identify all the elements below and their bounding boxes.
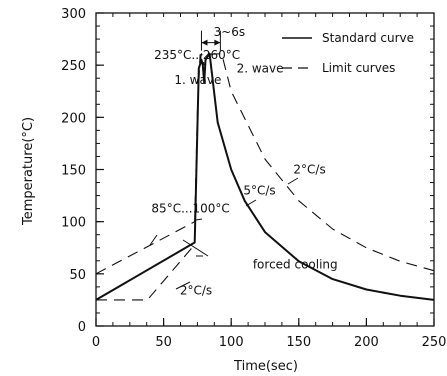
annotation-label: 85°C...100°C <box>151 201 229 215</box>
y-tick-label: 50 <box>69 268 86 283</box>
legend-label-standard: Standard curve <box>322 31 414 45</box>
y-axis-title: Temperature(°C) <box>21 117 36 226</box>
axes: 0 50 100 150 200 250 0 50 100 150 200 250 300 <box>61 7 446 350</box>
annotation-label: 3~6s <box>214 25 246 39</box>
legend: Standard curve Limit curves <box>282 31 414 75</box>
series-line-standard <box>95 52 435 301</box>
y-tick-label: 200 <box>61 111 86 126</box>
x-tick-label: 250 <box>422 335 447 350</box>
series-line-limit-2 <box>95 53 435 275</box>
y-tick-label: 250 <box>61 59 86 74</box>
annotation-leader <box>287 177 299 185</box>
x-tick-label: 100 <box>219 335 244 350</box>
annotation-label: 1. wave <box>174 73 221 87</box>
annotation-leader <box>149 234 158 246</box>
annotation-label: 2°C/s <box>180 284 212 298</box>
series-line-limit-1 <box>96 53 205 301</box>
annotation-leader <box>175 281 191 290</box>
annotation-leader <box>245 199 257 207</box>
annotation-label: forced cooling <box>253 258 338 272</box>
annotations: 3~6s 235°C...260°C 1. wave 2. wave 2°C/s 5°C/… <box>149 25 338 298</box>
legend-label-limit: Limit curves <box>322 61 395 75</box>
annotation-label: 2. wave <box>237 61 284 75</box>
x-axis-title: Time(sec) <box>233 359 298 374</box>
annotation-leader <box>182 239 209 257</box>
x-tick-label: 200 <box>354 335 379 350</box>
annotation-label: 2°C/s <box>293 163 325 177</box>
x-tick-label: 50 <box>155 335 172 350</box>
y-tick-label: 100 <box>61 216 86 231</box>
annotation-leader <box>195 218 203 221</box>
annotation-label: 5°C/s <box>243 184 275 198</box>
y-tick-label: 0 <box>78 320 86 335</box>
y-tick-label: 300 <box>61 7 86 22</box>
plot-frame <box>95 12 435 327</box>
x-tick-label: 0 <box>92 335 100 350</box>
series-layer <box>95 52 435 301</box>
annotation-label: 235°C...260°C <box>154 48 240 62</box>
y-tick-label: 150 <box>61 164 86 179</box>
x-tick-label: 150 <box>286 335 311 350</box>
span-marker-arrow-left <box>201 39 208 46</box>
span-marker-arrow-right <box>214 39 221 46</box>
